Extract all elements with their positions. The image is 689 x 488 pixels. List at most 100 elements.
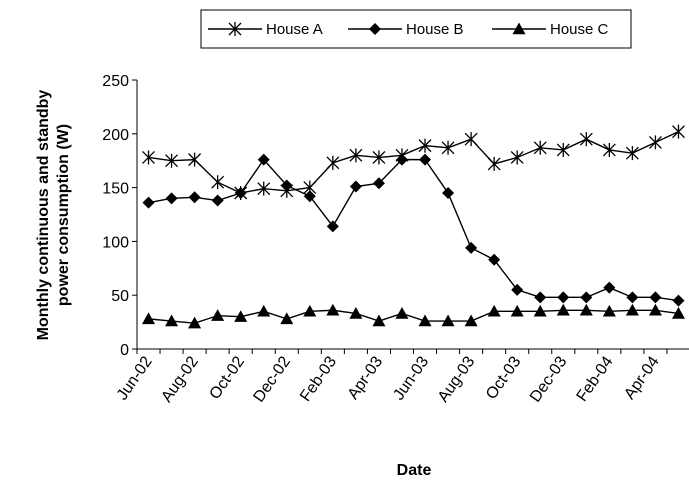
x-tick-label: Feb-04 — [574, 353, 617, 404]
x-tick-label: Feb-03 — [297, 353, 340, 404]
legend-box — [200, 9, 632, 49]
data-point — [602, 304, 616, 317]
data-point — [488, 253, 501, 266]
data-point — [602, 142, 616, 157]
y-axis-title-line-2: power consumption (W) — [55, 124, 72, 306]
data-point — [349, 148, 363, 163]
series-line — [148, 158, 679, 302]
y-tick-label: 200 — [102, 127, 129, 144]
y-tick-label: 100 — [102, 234, 129, 251]
data-point — [257, 181, 271, 196]
data-point — [326, 220, 339, 233]
data-point — [419, 153, 432, 166]
data-point — [625, 146, 639, 161]
data-point — [349, 180, 362, 193]
data-point — [671, 306, 685, 319]
legend-item: House A — [208, 21, 323, 38]
data-point — [211, 309, 225, 321]
data-point — [441, 140, 455, 155]
data-point — [188, 152, 202, 167]
data-point — [211, 194, 224, 207]
data-point — [464, 314, 478, 327]
data-point — [142, 196, 155, 209]
data-point — [534, 291, 547, 304]
data-point — [165, 153, 179, 168]
data-point — [211, 175, 225, 190]
data-point — [625, 303, 639, 316]
data-point — [257, 304, 271, 317]
data-point — [672, 124, 685, 139]
data-point — [626, 291, 639, 304]
x-tick-label: Aug-02 — [158, 353, 202, 405]
data-point — [533, 140, 547, 155]
data-point — [280, 179, 293, 192]
data-point — [418, 314, 432, 327]
x-tick-label: Aug-03 — [435, 353, 479, 405]
data-point — [510, 150, 524, 165]
legend-marker — [512, 22, 526, 35]
series-line — [148, 131, 679, 194]
series-house-c — [142, 303, 685, 329]
legend-item: House B — [348, 21, 464, 38]
x-tick-label: Apr-04 — [621, 353, 663, 402]
data-point — [234, 310, 248, 322]
legend-label: House B — [406, 21, 464, 38]
y-tick-label: 50 — [111, 288, 129, 305]
data-point — [142, 312, 156, 325]
y-tick-label: 150 — [102, 181, 129, 198]
data-point — [326, 155, 340, 170]
data-point — [372, 314, 386, 327]
data-point — [465, 241, 478, 254]
data-point — [557, 291, 570, 304]
data-point — [349, 306, 363, 319]
data-point — [533, 304, 547, 317]
data-point — [464, 132, 478, 147]
data-point — [395, 153, 408, 166]
data-point — [579, 303, 593, 316]
x-tick-label: Jun-02 — [114, 353, 156, 403]
data-point — [441, 314, 455, 327]
data-point — [280, 312, 294, 325]
data-point — [303, 190, 316, 203]
data-point — [395, 306, 409, 319]
legend-label: House C — [550, 21, 609, 38]
data-point — [648, 135, 662, 150]
x-axis-title: Date — [397, 462, 432, 479]
data-point — [188, 316, 202, 329]
legend-marker — [228, 22, 242, 36]
data-point — [579, 132, 593, 147]
series-line — [148, 309, 679, 324]
data-point — [487, 304, 501, 317]
y-axis-title-line-1: Monthly continuous and standby — [35, 90, 52, 341]
data-point — [672, 294, 685, 307]
x-tick-label: Oct-03 — [483, 353, 525, 402]
data-point — [234, 186, 247, 199]
legend-label: House A — [266, 21, 323, 38]
data-point — [257, 153, 270, 166]
data-point — [165, 192, 178, 205]
x-tick-label: Dec-02 — [251, 353, 295, 405]
data-point — [649, 291, 662, 304]
y-tick-label: 250 — [102, 73, 129, 90]
x-tick-label: Apr-03 — [345, 353, 387, 402]
data-point — [648, 303, 662, 316]
series-house-b — [142, 153, 685, 307]
data-point — [418, 138, 432, 153]
data-point — [510, 304, 524, 317]
x-tick-label: Jun-03 — [390, 353, 432, 403]
data-point — [442, 186, 455, 199]
data-point — [372, 150, 386, 165]
data-point — [511, 283, 524, 296]
data-point — [188, 191, 201, 204]
legend-item: House C — [492, 21, 609, 38]
data-point — [580, 291, 593, 304]
data-point — [372, 177, 385, 190]
data-point — [165, 314, 179, 327]
data-point — [556, 142, 570, 157]
data-point — [556, 303, 570, 316]
data-point — [142, 150, 155, 165]
legend-marker — [369, 23, 381, 35]
data-point — [303, 304, 317, 317]
